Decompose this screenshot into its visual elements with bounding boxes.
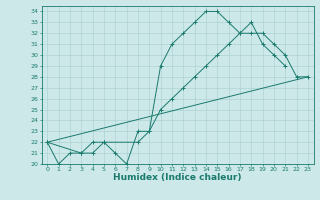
X-axis label: Humidex (Indice chaleur): Humidex (Indice chaleur) [113,173,242,182]
